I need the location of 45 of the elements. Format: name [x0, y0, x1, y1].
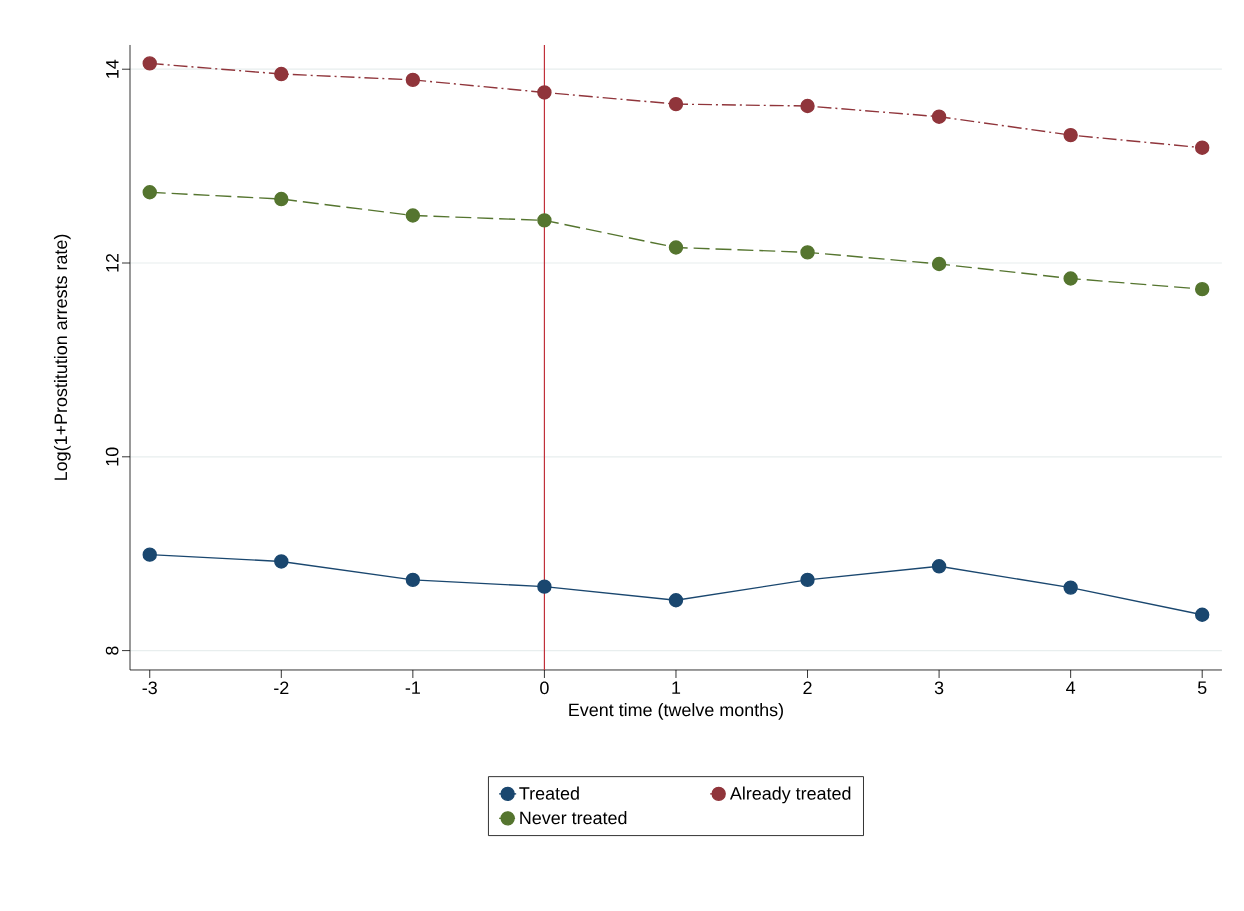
x-tick-label: 5: [1197, 681, 1207, 695]
point: [800, 98, 815, 114]
point: [1195, 281, 1210, 297]
y-axis-title: Log(1+Prostitution arrests rate): [53, 234, 71, 480]
point: [1063, 580, 1078, 595]
point: [1195, 140, 1210, 155]
point: [800, 245, 815, 260]
point: [931, 109, 947, 124]
y-tick-label: 14: [106, 59, 119, 78]
point: [537, 579, 552, 594]
x-tick-label: -2: [274, 681, 289, 695]
point: [405, 72, 421, 88]
x-tick-label: 4: [1066, 681, 1076, 694]
point: [668, 593, 684, 608]
point: [1195, 607, 1210, 622]
legend-label: Already treated: [729, 786, 851, 804]
x-tick-label: 2: [803, 681, 812, 695]
x-tick-label: -3: [142, 681, 157, 695]
point: [537, 85, 552, 100]
point: [274, 554, 289, 569]
x-tick-label: 0: [540, 681, 549, 695]
point: [274, 66, 289, 82]
y-tick-label: 12: [105, 253, 119, 272]
point: [142, 547, 157, 562]
legend-label: Never treated: [520, 811, 627, 825]
x-axis-title: Event time (twelve months): [569, 703, 783, 720]
point: [1063, 271, 1078, 286]
x-tick-label: -1: [405, 681, 420, 694]
point: [142, 185, 157, 200]
point: [800, 572, 815, 588]
x-tick-label: 3: [934, 681, 944, 695]
y-tick-label: 8: [105, 646, 119, 655]
x-tick-label: 1: [672, 681, 681, 694]
point: [668, 240, 684, 255]
point: [405, 572, 421, 588]
point: [931, 559, 947, 574]
point: [668, 96, 684, 112]
point: [274, 191, 289, 207]
point: [931, 256, 947, 272]
point: [142, 56, 157, 71]
point: [537, 213, 552, 228]
y-tick-label: 10: [105, 447, 119, 466]
point: [405, 208, 421, 223]
legend-label: Treated: [519, 786, 579, 800]
point: [1063, 127, 1078, 143]
